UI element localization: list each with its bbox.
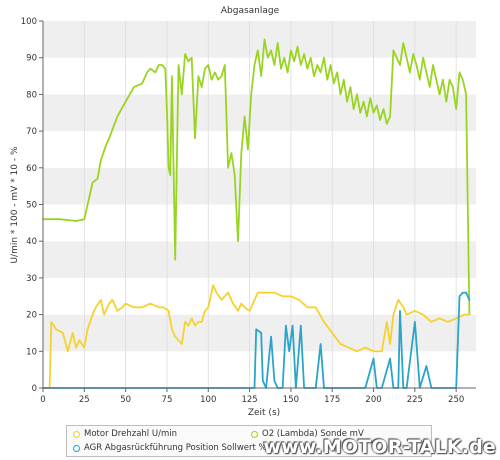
series-line-0 [42,284,471,389]
grid-band [43,314,476,352]
chart-title: Abgasanlage [221,6,280,16]
y-tick-label: 20 [26,311,37,321]
y-tick-label: 30 [26,274,37,284]
x-tick-label: 175 [324,395,340,405]
y-tick-label: 100 [21,17,37,27]
grid-lines [42,21,457,388]
grid-band [43,167,476,205]
y-axis-label: U/min * 100 - mV * 10 - % [10,146,20,264]
legend-label: O2 (Lambda) Sonde mV [262,429,364,439]
axes: 0 10 20 30 40 50 60 70 80 90 100 0 25 50 75 100 125 150 17… [21,17,476,405]
legend-marker-icon [73,430,80,438]
grid-band [43,277,476,315]
legend: Motor Drehzahl U/min O2 (Lambda) Sonde m… [66,425,432,457]
x-tick-label: 75 [162,395,173,405]
x-tick-label: 200 [365,395,381,405]
legend-label: Motor Drehzahl U/min [84,429,177,439]
x-tick-label: 150 [283,395,299,405]
y-tick-label: 70 [26,127,37,137]
watermark-logo: www.MOTOR-TALK.de [263,436,496,458]
y-tick-label: 0 [32,384,37,394]
legend-item-agr-position: AGR Abgasrückführung Position Sollwert % [73,443,267,453]
grid-band [43,131,476,168]
x-tick-label: 0 [40,395,45,405]
x-tick-label: 25 [79,395,90,405]
x-tick-label: 100 [200,395,216,405]
y-tick-label: 80 [26,90,37,100]
y-tick-label: 50 [26,201,37,211]
x-tick-label: 125 [241,395,257,405]
legend-item-o2-lambda: O2 (Lambda) Sonde mV [251,429,364,439]
series-line-1 [42,38,471,316]
y-tick-label: 40 [26,237,37,247]
y-tick-label: 10 [26,347,37,357]
grid-band [43,21,476,58]
legend-marker-icon [73,444,80,452]
grid-band [43,241,476,278]
x-axis-label: Zeit (s) [248,408,280,418]
y-tick-label: 90 [26,54,37,64]
x-tick-label: 50 [120,395,131,405]
grid-bands [43,21,476,388]
y-tick-label: 60 [26,164,37,174]
grid-band [43,94,476,132]
legend-label: AGR Abgasrückführung Position Sollwert % [84,443,267,453]
x-tick-label: 225 [407,395,423,405]
legend-item-motor-drehzahl: Motor Drehzahl U/min [73,429,177,439]
grid-band [43,204,476,242]
legend-marker-icon [251,430,258,438]
x-tick-label: 250 [448,395,464,405]
